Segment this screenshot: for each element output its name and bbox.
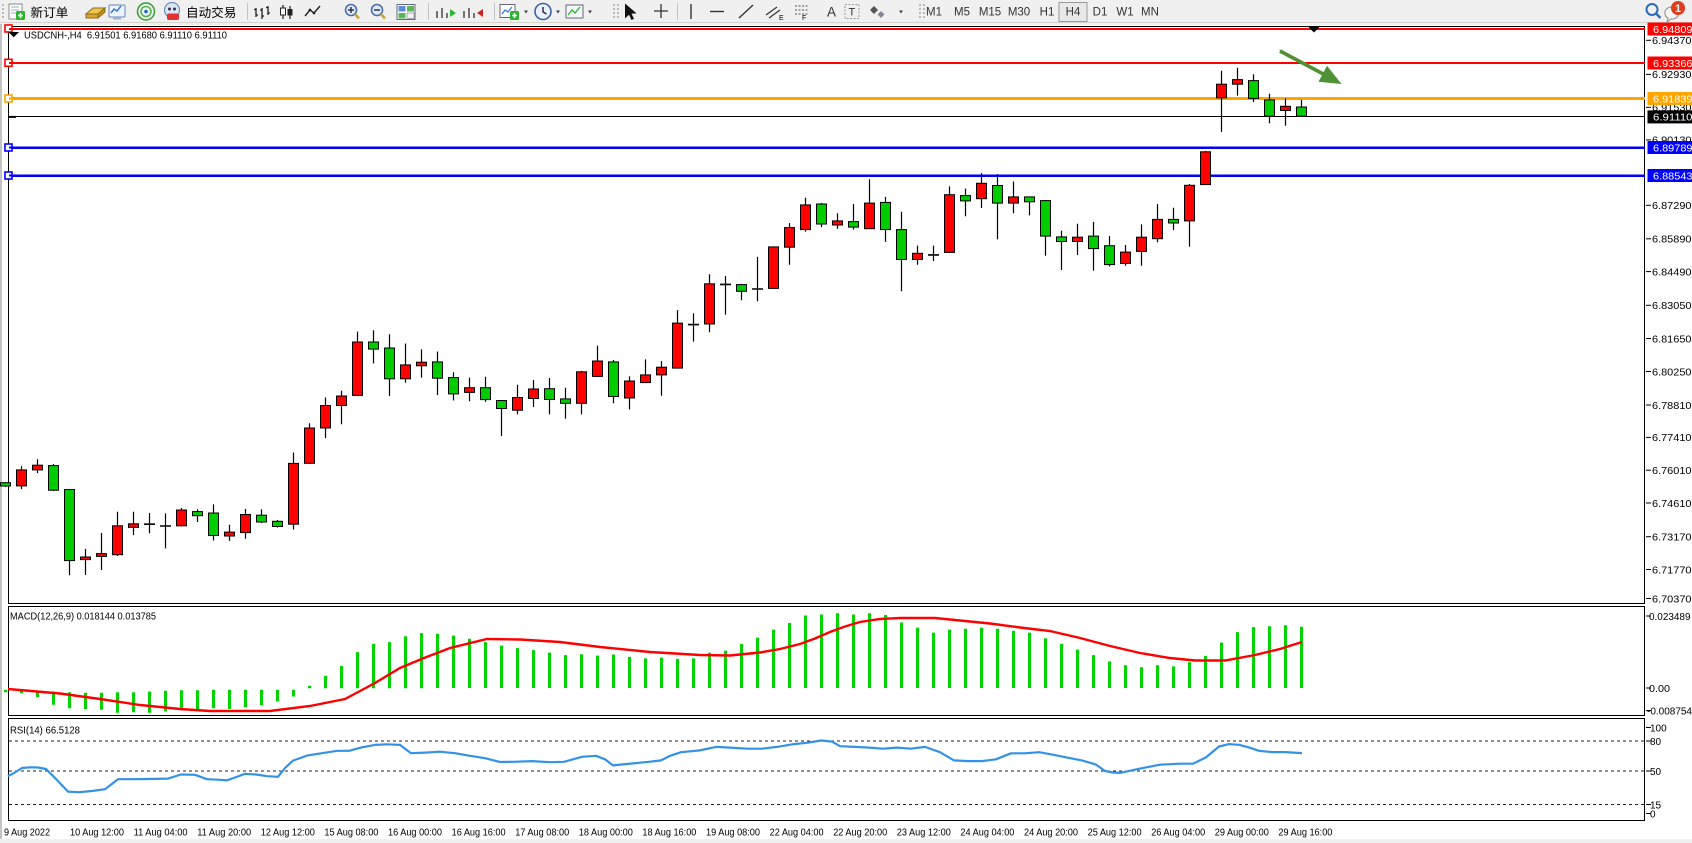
svg-text:6.74610: 6.74610 [1652,498,1692,510]
svg-text:6.94370: 6.94370 [1652,35,1692,47]
svg-text:11 Aug 20:00: 11 Aug 20:00 [197,828,251,839]
svg-text:6.78810: 6.78810 [1652,400,1692,412]
svg-text:10 Aug 12:00: 10 Aug 12:00 [70,828,124,839]
svg-text:W1: W1 [1116,7,1133,19]
svg-text:0.023489: 0.023489 [1649,612,1691,623]
svg-text:H4: H4 [1066,7,1081,19]
svg-text:USDCNH-,H4 6.91501 6.91680 6.: USDCNH-,H4 6.91501 6.91680 6.91110 6.911… [24,30,227,42]
svg-text:29 Aug 00:00: 29 Aug 00:00 [1215,828,1269,839]
svg-text:6.94809: 6.94809 [1653,24,1692,36]
svg-text:6.87290: 6.87290 [1652,200,1692,212]
svg-text:24 Aug 04:00: 24 Aug 04:00 [960,828,1014,839]
svg-text:6.84490: 6.84490 [1652,266,1692,278]
svg-text:6.89789: 6.89789 [1653,142,1692,154]
svg-text:23 Aug 12:00: 23 Aug 12:00 [897,828,951,839]
svg-text:M1: M1 [926,7,942,19]
svg-text:12 Aug 12:00: 12 Aug 12:00 [261,828,315,839]
svg-text:17 Aug 08:00: 17 Aug 08:00 [515,828,569,839]
svg-text:F: F [802,15,806,22]
svg-text:15 Aug 08:00: 15 Aug 08:00 [324,828,378,839]
svg-text:MN: MN [1141,7,1159,19]
svg-text:6.93366: 6.93366 [1653,58,1692,70]
svg-text:6.73170: 6.73170 [1652,532,1692,544]
svg-text:6.88543: 6.88543 [1653,170,1692,182]
svg-text:6.81650: 6.81650 [1652,333,1692,345]
svg-text:19 Aug 08:00: 19 Aug 08:00 [706,828,760,839]
svg-text:RSI(14) 66.5128: RSI(14) 66.5128 [10,726,80,737]
svg-text:6.83050: 6.83050 [1652,300,1692,312]
svg-text:11 Aug 04:00: 11 Aug 04:00 [134,828,188,839]
svg-text:6.80250: 6.80250 [1652,366,1692,378]
svg-text:9 Aug 2022: 9 Aug 2022 [4,828,50,839]
svg-text:6.85890: 6.85890 [1652,234,1692,246]
svg-text:E: E [779,15,784,22]
svg-text:6.91110: 6.91110 [1653,112,1692,124]
svg-text:22 Aug 20:00: 22 Aug 20:00 [833,828,887,839]
svg-text:M30: M30 [1008,7,1030,19]
svg-text:0: 0 [1650,809,1656,820]
svg-text:18 Aug 00:00: 18 Aug 00:00 [579,828,633,839]
svg-text:24 Aug 20:00: 24 Aug 20:00 [1024,828,1078,839]
svg-text:6.92930: 6.92930 [1652,69,1692,81]
svg-text:6.70370: 6.70370 [1652,593,1692,605]
svg-text:D1: D1 [1093,7,1108,19]
svg-text:16 Aug 16:00: 16 Aug 16:00 [452,828,506,839]
svg-text:6.91839: 6.91839 [1653,93,1692,105]
svg-text:H1: H1 [1040,7,1055,19]
svg-text:T: T [849,7,856,19]
svg-text:100: 100 [1650,723,1667,734]
svg-text:29 Aug 16:00: 29 Aug 16:00 [1278,828,1332,839]
svg-text:6.76010: 6.76010 [1652,465,1692,477]
svg-text:80: 80 [1650,737,1662,748]
svg-text:22 Aug 04:00: 22 Aug 04:00 [770,828,824,839]
svg-text:18 Aug 16:00: 18 Aug 16:00 [642,828,696,839]
svg-text:6.71770: 6.71770 [1652,564,1692,576]
svg-text:0.00: 0.00 [1649,684,1670,695]
svg-text:M15: M15 [979,7,1001,19]
svg-text:1: 1 [1675,3,1681,15]
svg-text:6.77410: 6.77410 [1652,432,1692,444]
svg-text:A: A [827,5,836,20]
svg-text:15: 15 [1650,800,1662,811]
svg-text:25 Aug 12:00: 25 Aug 12:00 [1088,828,1142,839]
svg-text:50: 50 [1650,767,1662,778]
svg-text:MACD(12,26,9) 0.018144 0.01378: MACD(12,26,9) 0.018144 0.013785 [10,612,156,623]
svg-text:16 Aug 00:00: 16 Aug 00:00 [388,828,442,839]
svg-text:M5: M5 [954,7,970,19]
svg-text:-0.008754: -0.008754 [1647,706,1692,717]
svg-text:26 Aug 04:00: 26 Aug 04:00 [1151,828,1205,839]
